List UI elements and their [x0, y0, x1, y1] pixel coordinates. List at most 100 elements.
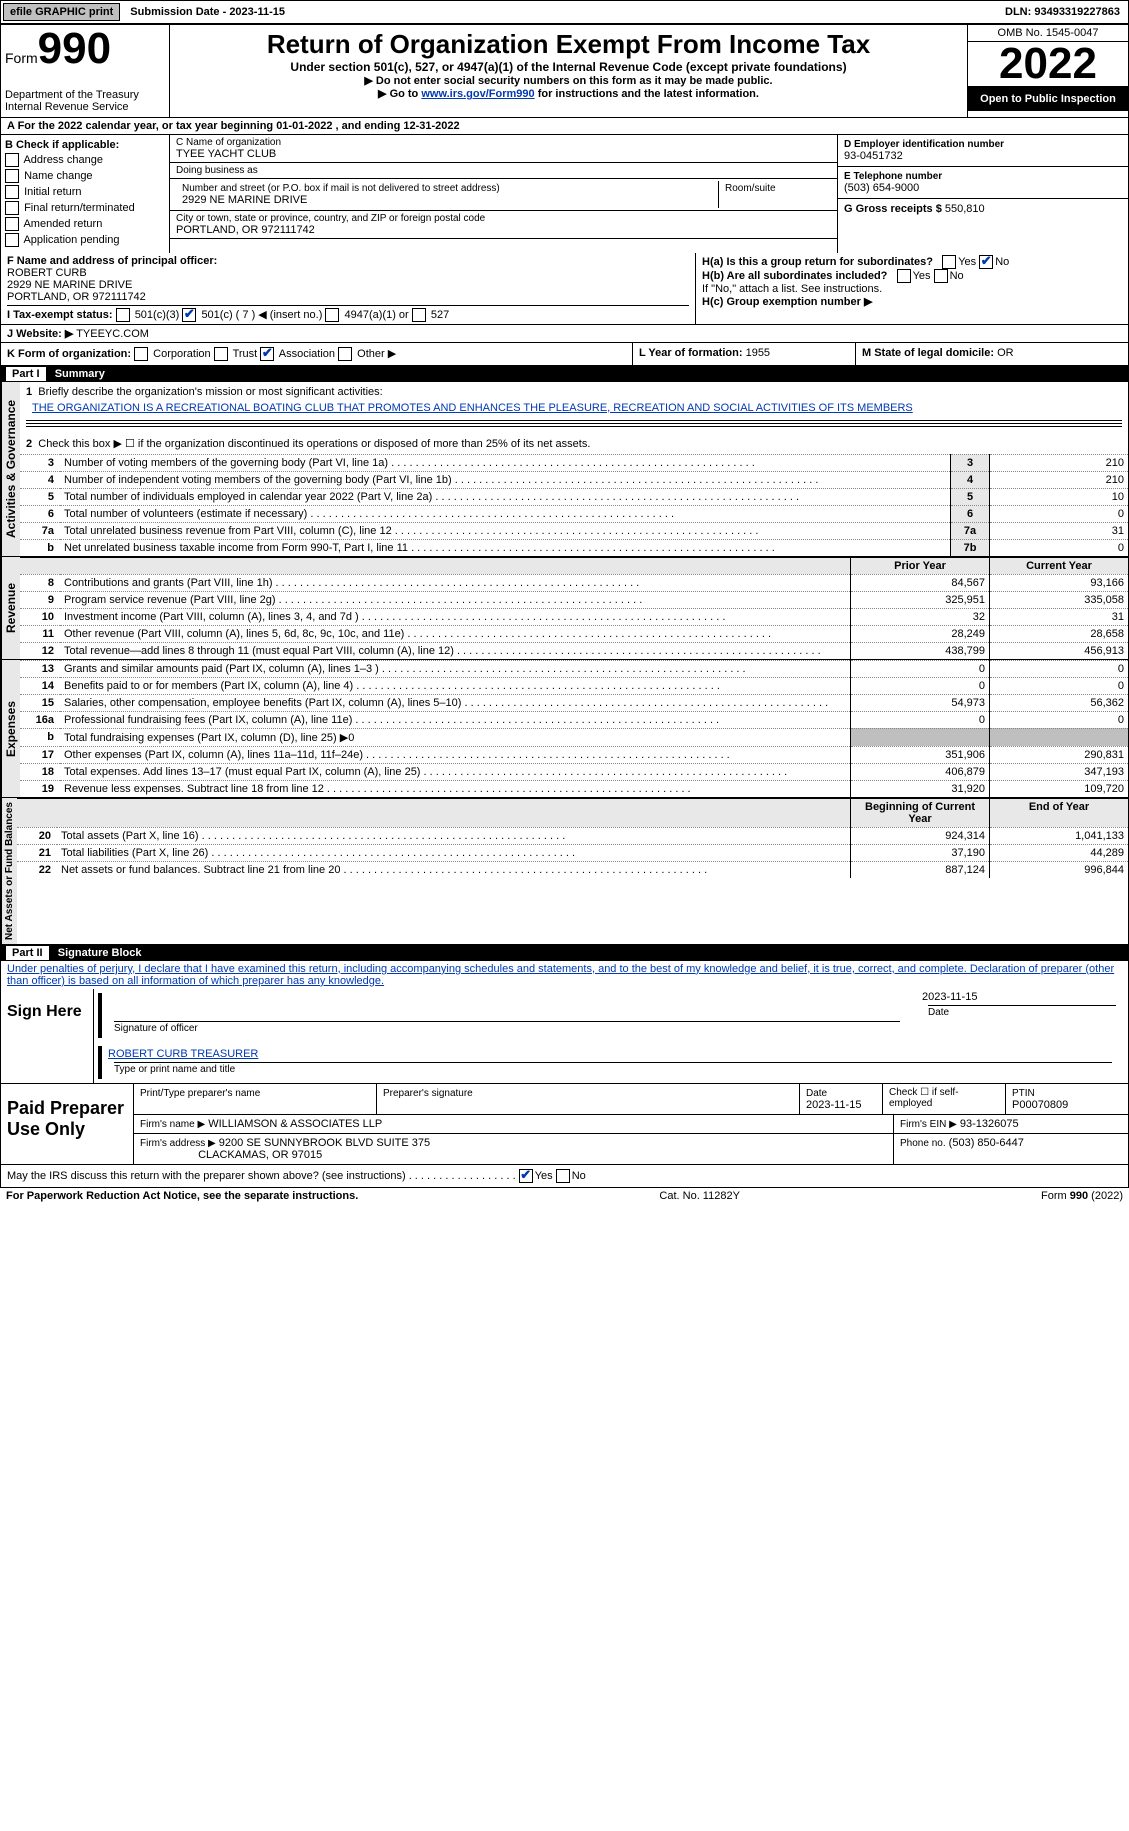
- checkbox-final-return[interactable]: [5, 201, 19, 215]
- check-self-employed: Check ☐ if self-employed: [883, 1084, 1006, 1114]
- lbl-initial-return: Initial return: [24, 186, 81, 198]
- checkbox-hb-no[interactable]: [934, 269, 948, 283]
- lbl-discuss-no: No: [572, 1170, 586, 1182]
- lbl-app-pending: Application pending: [23, 234, 119, 246]
- checkbox-amended[interactable]: [5, 217, 19, 231]
- checkbox-501c3[interactable]: [116, 308, 130, 322]
- checkbox-name-change[interactable]: [5, 169, 19, 183]
- checkbox-discuss-no[interactable]: [556, 1169, 570, 1183]
- top-bar: efile GRAPHIC print Submission Date - 20…: [0, 0, 1129, 24]
- firm-phone-label: Phone no.: [900, 1138, 946, 1149]
- part-1-title: Summary: [55, 368, 105, 380]
- date2-label: Date: [806, 1088, 827, 1099]
- dba-label: Doing business as: [176, 165, 831, 176]
- firm-name-label: Firm's name ▶: [140, 1119, 205, 1130]
- checkbox-association[interactable]: ✔: [260, 347, 274, 361]
- l-label: L Year of formation:: [639, 347, 743, 359]
- sig-officer-label: Signature of officer: [114, 1021, 900, 1034]
- revenue-table: Prior YearCurrent Year8Contributions and…: [20, 557, 1128, 659]
- form-number: 990: [38, 24, 111, 73]
- checkbox-4947[interactable]: [325, 308, 339, 322]
- lbl-hb-no: No: [950, 270, 964, 282]
- lbl-address-change: Address change: [23, 154, 103, 166]
- checkbox-527[interactable]: [412, 308, 426, 322]
- phone-label: E Telephone number: [844, 171, 1122, 182]
- irs-link[interactable]: www.irs.gov/Form990: [421, 88, 534, 100]
- lbl-discuss-yes: Yes: [535, 1170, 553, 1182]
- lbl-corporation: Corporation: [153, 348, 210, 360]
- f-label: F Name and address of principal officer:: [7, 255, 217, 267]
- lbl-501c3: 501(c)(3): [135, 309, 180, 321]
- sidebar-activities-governance: Activities & Governance: [1, 382, 20, 556]
- line2-text: Check this box ▶ ☐ if the organization d…: [38, 438, 590, 450]
- print-name-label: Print/Type preparer's name: [140, 1088, 260, 1099]
- summary-revenue: Revenue Prior YearCurrent Year8Contribut…: [0, 557, 1129, 660]
- m-label: M State of legal domicile:: [862, 347, 994, 359]
- k-label: K Form of organization:: [7, 348, 131, 360]
- section-f-h: F Name and address of principal officer:…: [0, 253, 1129, 325]
- footer-right: Form 990 (2022): [1041, 1190, 1123, 1202]
- typed-name: ROBERT CURB TREASURER: [108, 1048, 1118, 1060]
- checkbox-discuss-yes[interactable]: ✔: [519, 1169, 533, 1183]
- part-2-label: Part II: [6, 946, 49, 960]
- line1-label: Briefly describe the organization's miss…: [38, 386, 382, 398]
- paid-preparer-label: Paid Preparer Use Only: [1, 1084, 134, 1164]
- checkbox-other[interactable]: [338, 347, 352, 361]
- form-title: Return of Organization Exempt From Incom…: [174, 29, 963, 60]
- checkbox-corporation[interactable]: [134, 347, 148, 361]
- ein-value: 93-0451732: [844, 150, 1122, 162]
- officer-name: ROBERT CURB: [7, 267, 87, 279]
- firm-addr1: 9200 SE SUNNYBROOK BLVD SUITE 375: [219, 1137, 430, 1149]
- penalty-statement: Under penalties of perjury, I declare th…: [1, 961, 1128, 989]
- officer-addr1: 2929 NE MARINE DRIVE: [7, 279, 132, 291]
- part-2-bar: Part II Signature Block: [0, 945, 1129, 961]
- sign-here-label: Sign Here: [1, 989, 94, 1083]
- hc-label: H(c) Group exemption number ▶: [702, 296, 872, 308]
- form-header: Form990 Department of the Treasury Inter…: [0, 24, 1129, 118]
- firm-addr-label: Firm's address ▶: [140, 1138, 216, 1149]
- footer-left: For Paperwork Reduction Act Notice, see …: [6, 1190, 358, 1202]
- submission-date: Submission Date - 2023-11-15: [122, 4, 293, 20]
- summary-netassets: Net Assets or Fund Balances Beginning of…: [0, 798, 1129, 945]
- footer: For Paperwork Reduction Act Notice, see …: [0, 1188, 1129, 1204]
- goto-line: ▶ Go to www.irs.gov/Form990 for instruct…: [174, 87, 963, 100]
- summary-ag: Activities & Governance 1 Briefly descri…: [0, 382, 1129, 557]
- firm-addr2: CLACKAMAS, OR 97015: [198, 1149, 322, 1161]
- checkbox-address-change[interactable]: [5, 153, 19, 167]
- expenses-table: 13Grants and similar amounts paid (Part …: [20, 660, 1128, 797]
- checkbox-trust[interactable]: [214, 347, 228, 361]
- lbl-hb-yes: Yes: [913, 270, 931, 282]
- prep-sig-label: Preparer's signature: [383, 1088, 473, 1099]
- checkbox-ha-yes[interactable]: [942, 255, 956, 269]
- checkbox-501c[interactable]: ✔: [182, 308, 196, 322]
- firm-name: WILLIAMSON & ASSOCIATES LLP: [208, 1118, 382, 1130]
- period-line: A For the 2022 calendar year, or tax yea…: [0, 118, 1129, 135]
- sidebar-expenses: Expenses: [1, 660, 20, 797]
- ein-label: D Employer identification number: [844, 139, 1122, 150]
- k-l-m-row: K Form of organization: Corporation Trus…: [0, 343, 1129, 366]
- section-b-c-d-e-g: B Check if applicable: Address change Na…: [0, 135, 1129, 253]
- checkbox-application-pending[interactable]: [5, 233, 19, 247]
- checkbox-initial-return[interactable]: [5, 185, 19, 199]
- dln-label: DLN: 93493319227863: [997, 4, 1128, 20]
- part-1-bar: Part I Summary: [0, 366, 1129, 382]
- ha-label: H(a) Is this a group return for subordin…: [702, 256, 933, 268]
- sidebar-revenue: Revenue: [1, 557, 20, 659]
- b-header: B Check if applicable:: [5, 139, 119, 151]
- part-2-title: Signature Block: [58, 947, 142, 959]
- hb-note: If "No," attach a list. See instructions…: [702, 283, 1122, 295]
- lbl-amended: Amended return: [23, 218, 102, 230]
- ag-table: 3Number of voting members of the governi…: [20, 454, 1128, 556]
- street-value: 2929 NE MARINE DRIVE: [182, 194, 712, 206]
- efile-graphic-button[interactable]: efile GRAPHIC print: [3, 3, 120, 21]
- lbl-ha-no: No: [995, 256, 1009, 268]
- date2-value: 2023-11-15: [806, 1099, 861, 1111]
- room-label: Room/suite: [725, 183, 825, 194]
- hb-label: H(b) Are all subordinates included?: [702, 270, 887, 282]
- checkbox-hb-yes[interactable]: [897, 269, 911, 283]
- checkbox-ha-no[interactable]: ✔: [979, 255, 993, 269]
- gross-receipts-value: 550,810: [945, 203, 985, 215]
- signature-block: Under penalties of perjury, I declare th…: [0, 961, 1129, 1188]
- goto-pre: ▶ Go to: [378, 88, 421, 100]
- part-1-label: Part I: [6, 367, 46, 381]
